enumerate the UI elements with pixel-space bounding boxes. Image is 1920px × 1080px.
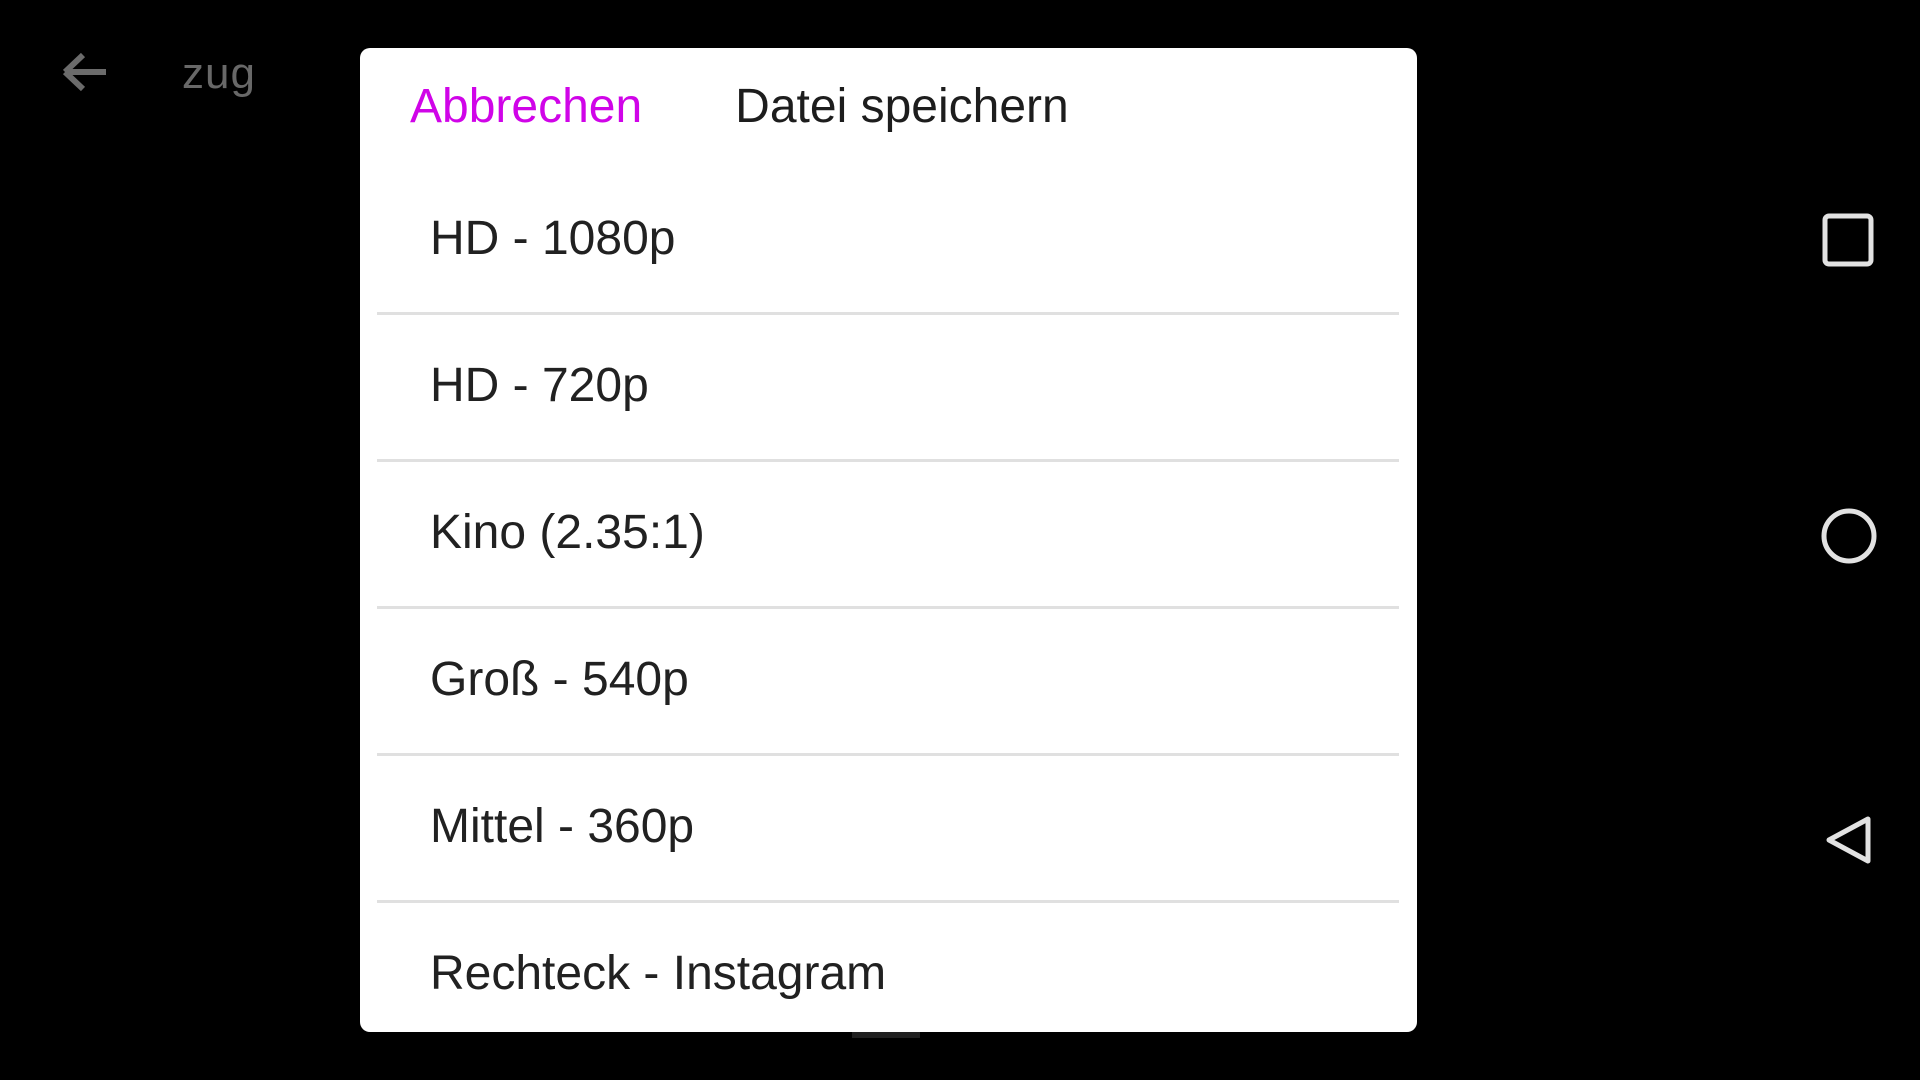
- screen-title: zug: [182, 49, 256, 98]
- back-arrow-icon[interactable]: [60, 50, 108, 94]
- background-notch: [852, 1030, 920, 1038]
- option-rechteck-instagram[interactable]: Rechteck - Instagram: [360, 900, 1417, 1032]
- option-mittel-360p[interactable]: Mittel - 360p: [360, 753, 1417, 900]
- option-kino-235[interactable]: Kino (2.35:1): [360, 459, 1417, 606]
- option-hd-720p[interactable]: HD - 720p: [360, 312, 1417, 459]
- option-gross-540p[interactable]: Groß - 540p: [360, 606, 1417, 753]
- cancel-button[interactable]: Abbrechen: [410, 80, 643, 133]
- dialog-title: Datei speichern: [735, 80, 1069, 133]
- dialog-header: Abbrechen Datei speichern: [360, 48, 1417, 165]
- recents-square-icon[interactable]: [1821, 212, 1875, 268]
- home-circle-icon[interactable]: [1821, 508, 1877, 564]
- save-file-dialog: Abbrechen Datei speichern HD - 1080p HD …: [360, 48, 1417, 1032]
- back-triangle-icon[interactable]: [1821, 812, 1875, 868]
- option-hd-1080p[interactable]: HD - 1080p: [430, 212, 676, 265]
